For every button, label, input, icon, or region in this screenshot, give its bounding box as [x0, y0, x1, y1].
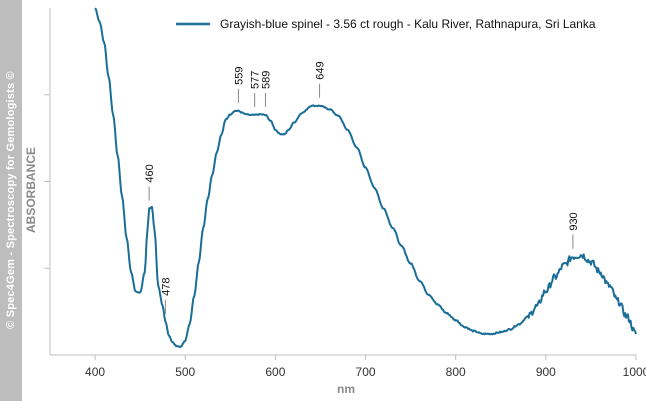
annotation-label: 589	[260, 71, 272, 89]
y-minor-ticks	[44, 94, 50, 269]
legend-label: Grayish-blue spinel - 3.56 ct rough - Ka…	[220, 17, 596, 31]
annotation-label: 460	[144, 164, 156, 182]
x-tick-label: 400	[85, 365, 105, 379]
x-ticks: 400 500 600 700 800 900 1000	[85, 355, 646, 379]
axes	[49, 8, 636, 356]
x-tick-label: 600	[265, 365, 285, 379]
watermark-strip: © Spec4Gem - Spectroscopy for Gemologist…	[0, 0, 22, 401]
x-tick-label: 700	[356, 365, 376, 379]
legend: Grayish-blue spinel - 3.56 ct rough - Ka…	[176, 17, 596, 31]
annotation-label: 559	[233, 67, 245, 85]
x-tick-label: 900	[536, 365, 556, 379]
series-line-spinel	[94, 7, 637, 349]
x-tick-label: 1000	[623, 365, 646, 379]
annotation-label: 649	[315, 61, 327, 79]
annotation-label: 577	[250, 71, 262, 89]
x-axis-title: nm	[337, 382, 355, 396]
y-axis-title: ABSORBANCE	[24, 147, 38, 233]
x-tick-label: 800	[446, 365, 466, 379]
annotation-label: 478	[160, 277, 172, 295]
x-tick-label: 500	[175, 365, 195, 379]
annotation-label: 930	[568, 212, 580, 230]
